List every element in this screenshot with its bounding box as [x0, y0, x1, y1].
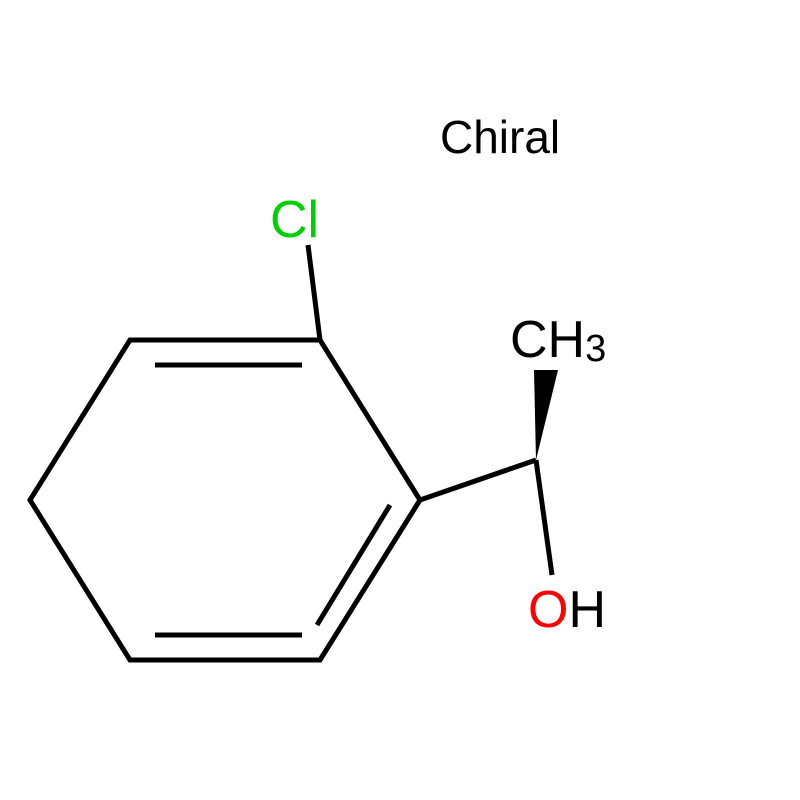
methyl-label: CH3 [510, 310, 606, 371]
methyl-sub: 3 [585, 328, 606, 370]
bond-chiral-to-oh [536, 460, 552, 575]
hydroxyl-o: O [528, 581, 568, 639]
hydroxyl-label: OH [528, 580, 606, 640]
benzene-ring [30, 340, 420, 660]
hydroxyl-h: H [568, 581, 606, 639]
methyl-ch: CH [510, 311, 585, 369]
structure-svg [0, 0, 800, 800]
bond-ring-to-cl [308, 245, 320, 340]
chiral-label: Chiral [440, 110, 560, 164]
wedge-bond [534, 370, 558, 460]
molecule-canvas: Chiral Cl CH3 OH [0, 0, 800, 800]
chlorine-label: Cl [270, 190, 319, 250]
bond-ring-to-chiral [420, 460, 536, 500]
